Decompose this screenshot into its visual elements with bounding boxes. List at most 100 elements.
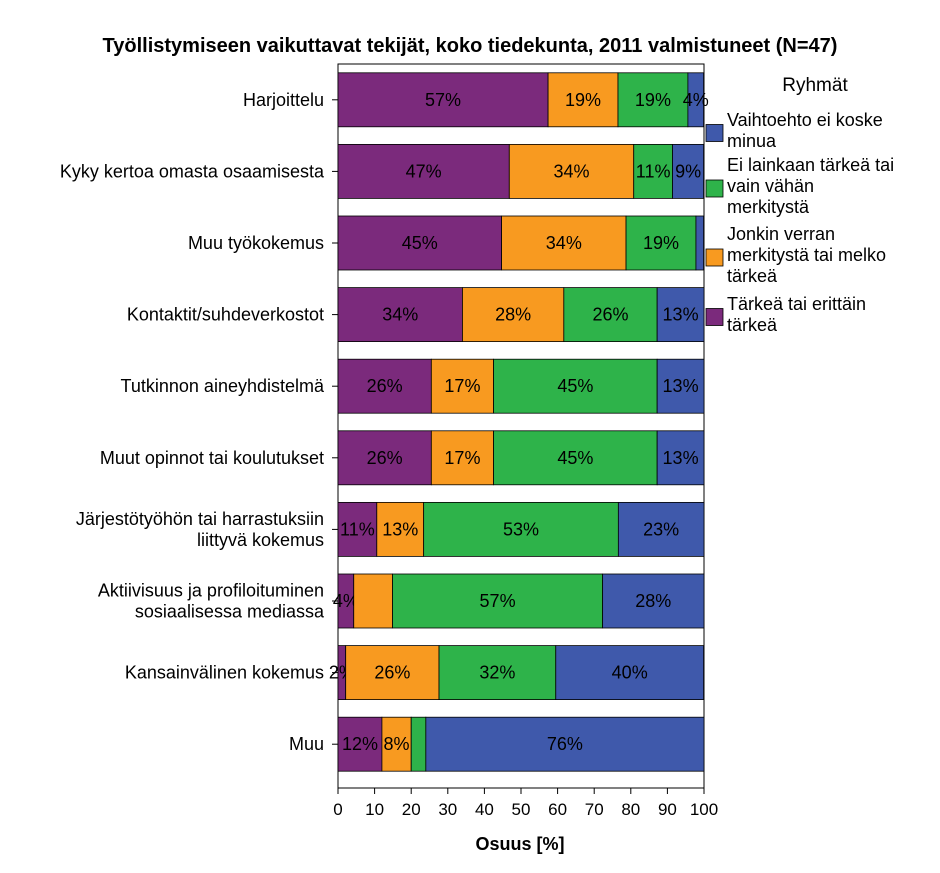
bar-segment	[337, 358, 432, 414]
category-label: Muut opinnot tai koulutukset	[100, 448, 324, 468]
bar-segment	[656, 287, 705, 343]
x-tick-label: 40	[475, 800, 494, 819]
category-label: Järjestötyöhön tai harrastuksiin liittyvä…	[76, 509, 324, 550]
bar-segment	[392, 573, 604, 629]
data-label: 13%	[663, 305, 699, 325]
bar-segment	[337, 215, 503, 271]
data-label: 34%	[546, 233, 582, 253]
category-label: Kansainvälinen kokemus	[125, 663, 324, 683]
x-tick-label: 100	[690, 800, 718, 819]
bar-segment	[508, 143, 635, 199]
category-label: Tutkinnon aineyhdistelmä	[121, 376, 325, 396]
data-label: 26%	[367, 448, 403, 468]
bar-segment	[617, 72, 689, 128]
bar-segment	[430, 358, 494, 414]
bar-segment	[462, 287, 565, 343]
bar-segment	[501, 215, 627, 271]
category-label: Muu työkokemus	[188, 233, 324, 253]
category-label: Harjoittelu	[243, 90, 324, 110]
data-label: 4%	[683, 90, 709, 110]
bar-segment	[337, 287, 463, 343]
legend-title: Ryhmät	[782, 75, 848, 96]
data-label: 19%	[565, 90, 601, 110]
data-label: 13%	[663, 448, 699, 468]
bar-segment	[425, 716, 705, 772]
data-label: 57%	[425, 90, 461, 110]
bar-segment	[493, 358, 658, 414]
plot-area: Harjoittelu 57% 19% 19% 4% Kyky kertoa omasta…	[60, 63, 718, 819]
legend-swatch	[705, 179, 724, 198]
x-tick-label: 90	[658, 800, 677, 819]
data-label: 17%	[444, 376, 480, 396]
data-label: 47%	[406, 161, 442, 181]
data-label: 19%	[643, 233, 679, 253]
bar-segment	[625, 215, 697, 271]
x-tick-label: 50	[512, 800, 531, 819]
data-label: 45%	[402, 233, 438, 253]
data-label: 40%	[612, 663, 648, 683]
legend-label: Tärkeä tai erittäin tärkeä	[727, 294, 866, 335]
data-label: 53%	[503, 519, 539, 539]
chart-title: Työllistymiseen vaikuttavat tekijät, kok…	[103, 35, 838, 57]
bar-segment	[337, 716, 383, 772]
bar-segment	[410, 716, 427, 772]
bar-segment	[430, 430, 494, 486]
legend-swatch	[705, 248, 724, 267]
x-tick-label: 60	[548, 800, 567, 819]
legend-label: Vaihtoehto ei koske minua	[727, 110, 883, 151]
bar-segment	[633, 143, 673, 199]
data-label: 8%	[384, 734, 410, 754]
category-label: Aktiivisuus ja profiloituminen sosiaalise…	[98, 581, 325, 622]
data-label: 32%	[479, 663, 515, 683]
bar-segment	[672, 143, 705, 199]
bar-segment	[687, 72, 705, 128]
x-tick-label: 0	[333, 800, 342, 819]
bar-segment	[555, 645, 705, 700]
bar-segment	[695, 215, 705, 271]
data-label: 26%	[592, 305, 628, 325]
legend-swatch	[705, 308, 724, 326]
data-label: 76%	[547, 734, 583, 754]
bar-segment	[438, 645, 557, 700]
data-label: 9%	[675, 161, 701, 181]
data-label: 28%	[635, 591, 671, 611]
x-tick-label: 10	[365, 800, 384, 819]
data-label: 13%	[663, 376, 699, 396]
category-label: Kontaktit/suhdeverkostot	[127, 305, 324, 325]
data-label: 34%	[553, 161, 589, 181]
bar-segment	[337, 72, 549, 128]
x-tick-label: 80	[621, 800, 640, 819]
data-label: 45%	[557, 376, 593, 396]
data-label: 11%	[340, 519, 375, 539]
bar-segment	[656, 430, 705, 486]
bar-segment	[656, 358, 705, 414]
data-label: 26%	[374, 663, 410, 683]
data-label: 19%	[635, 90, 671, 110]
category-label: Kyky kertoa omasta osaamisesta	[60, 161, 325, 181]
bar-segment	[563, 287, 658, 343]
data-label: 26%	[367, 376, 403, 396]
data-label: 11%	[636, 161, 671, 181]
x-tick-label: 70	[585, 800, 604, 819]
data-label: 57%	[480, 591, 516, 611]
bar-segment	[337, 501, 378, 557]
data-label: 17%	[444, 448, 480, 468]
data-label: 34%	[382, 305, 418, 325]
data-label: 13%	[382, 519, 418, 539]
bar-segment	[353, 573, 393, 629]
bar-segment	[376, 501, 425, 557]
bar-segment	[602, 573, 705, 629]
category-label: Muu	[289, 734, 324, 754]
data-label: 4%	[333, 591, 359, 611]
x-tick-label: 30	[438, 800, 457, 819]
legend-label: Ei lainkaan tärkeä tai vain vähän merkitys…	[727, 155, 894, 217]
legend-label: Jonkin verran merkitystä tai melko tärkeä	[727, 224, 886, 286]
x-tick-label: 20	[402, 800, 421, 819]
data-label: 12%	[342, 734, 378, 754]
bar-segment	[617, 501, 705, 557]
legend-swatch	[705, 124, 724, 142]
data-label: 28%	[495, 305, 531, 325]
